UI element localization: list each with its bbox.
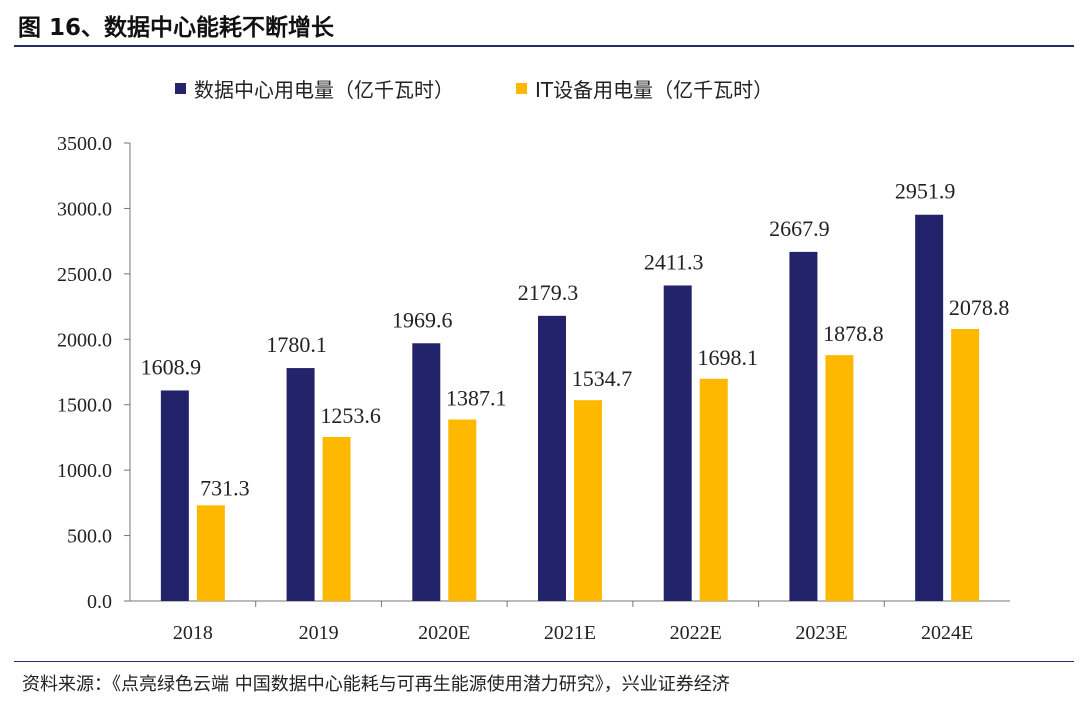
x-tick-label: 2024E — [921, 622, 973, 644]
y-tick-label: 3000.0 — [57, 198, 112, 220]
legend-item-it-equipment: IT设备用电量（亿千瓦时） — [516, 74, 773, 103]
legend-label-it-equipment: IT设备用电量（亿千瓦时） — [535, 78, 774, 102]
bar-it-equipment — [448, 419, 477, 601]
data-label: 2667.9 — [769, 216, 830, 241]
figure-title: 图 16、数据中心能耗不断增长 — [18, 15, 335, 41]
data-label: 1608.9 — [141, 354, 202, 379]
y-tick-label: 1000.0 — [57, 460, 112, 482]
legend-swatch-it-equipment — [516, 83, 527, 94]
x-tick-label: 2020E — [418, 622, 470, 644]
data-label: 1780.1 — [266, 332, 327, 357]
data-label: 2951.9 — [895, 179, 956, 204]
chart-legend: 数据中心用电量（亿千瓦时） IT设备用电量（亿千瓦时） — [175, 74, 773, 103]
bar-datacenter — [538, 315, 566, 601]
source-note: 资料来源：《点亮绿色云端 中国数据中心能耗与可再生能源使用潜力研究》，兴业证券经… — [22, 674, 730, 695]
bar-it-equipment — [574, 400, 602, 601]
x-tick-label: 2021E — [544, 622, 596, 644]
bar-it-equipment — [699, 378, 728, 601]
data-label: 1969.6 — [392, 307, 453, 332]
y-tick-label: 3500.0 — [57, 133, 112, 155]
y-tick-label: 500.0 — [67, 526, 112, 548]
bar-it-equipment — [825, 355, 854, 601]
bar-datacenter — [663, 285, 692, 601]
y-tick-label: 1500.0 — [57, 395, 112, 417]
data-label: 1878.8 — [823, 321, 884, 346]
y-tick-label: 0.0 — [87, 591, 112, 613]
y-tick-label: 2000.0 — [57, 329, 112, 351]
legend-item-datacenter: 数据中心用电量（亿千瓦时） — [175, 74, 454, 103]
bar-it-equipment — [196, 505, 225, 601]
data-label: 2078.8 — [949, 295, 1010, 320]
footer-divider — [14, 661, 1074, 662]
data-label: 2179.3 — [518, 280, 579, 305]
bar-datacenter — [412, 343, 441, 601]
x-tick-label: 2019 — [299, 622, 339, 644]
bar-datacenter — [915, 214, 944, 602]
title-divider — [14, 45, 1074, 47]
data-label: 1387.1 — [446, 385, 507, 410]
bar-it-equipment — [951, 328, 980, 601]
bar-it-equipment — [322, 436, 351, 601]
x-tick-label: 2023E — [795, 622, 847, 644]
data-label: 2411.3 — [644, 249, 704, 274]
data-label: 1253.6 — [320, 403, 381, 428]
y-tick-label: 2500.0 — [57, 264, 112, 286]
bar-chart: 0.0 500.0 1000.0 1500.0 2000.0 2500.0 3000.0 35… — [57, 133, 1010, 644]
data-label: 731.3 — [200, 475, 250, 500]
x-tick-label: 2022E — [670, 622, 722, 644]
legend-label-datacenter: 数据中心用电量（亿千瓦时） — [194, 78, 454, 102]
bar-datacenter — [789, 251, 818, 601]
legend-swatch-datacenter — [175, 83, 186, 94]
data-label: 1534.7 — [572, 366, 633, 391]
x-tick-label: 2018 — [173, 622, 213, 644]
data-label: 1698.1 — [697, 345, 758, 370]
bar-datacenter — [286, 368, 315, 601]
bar-datacenter — [160, 390, 189, 601]
